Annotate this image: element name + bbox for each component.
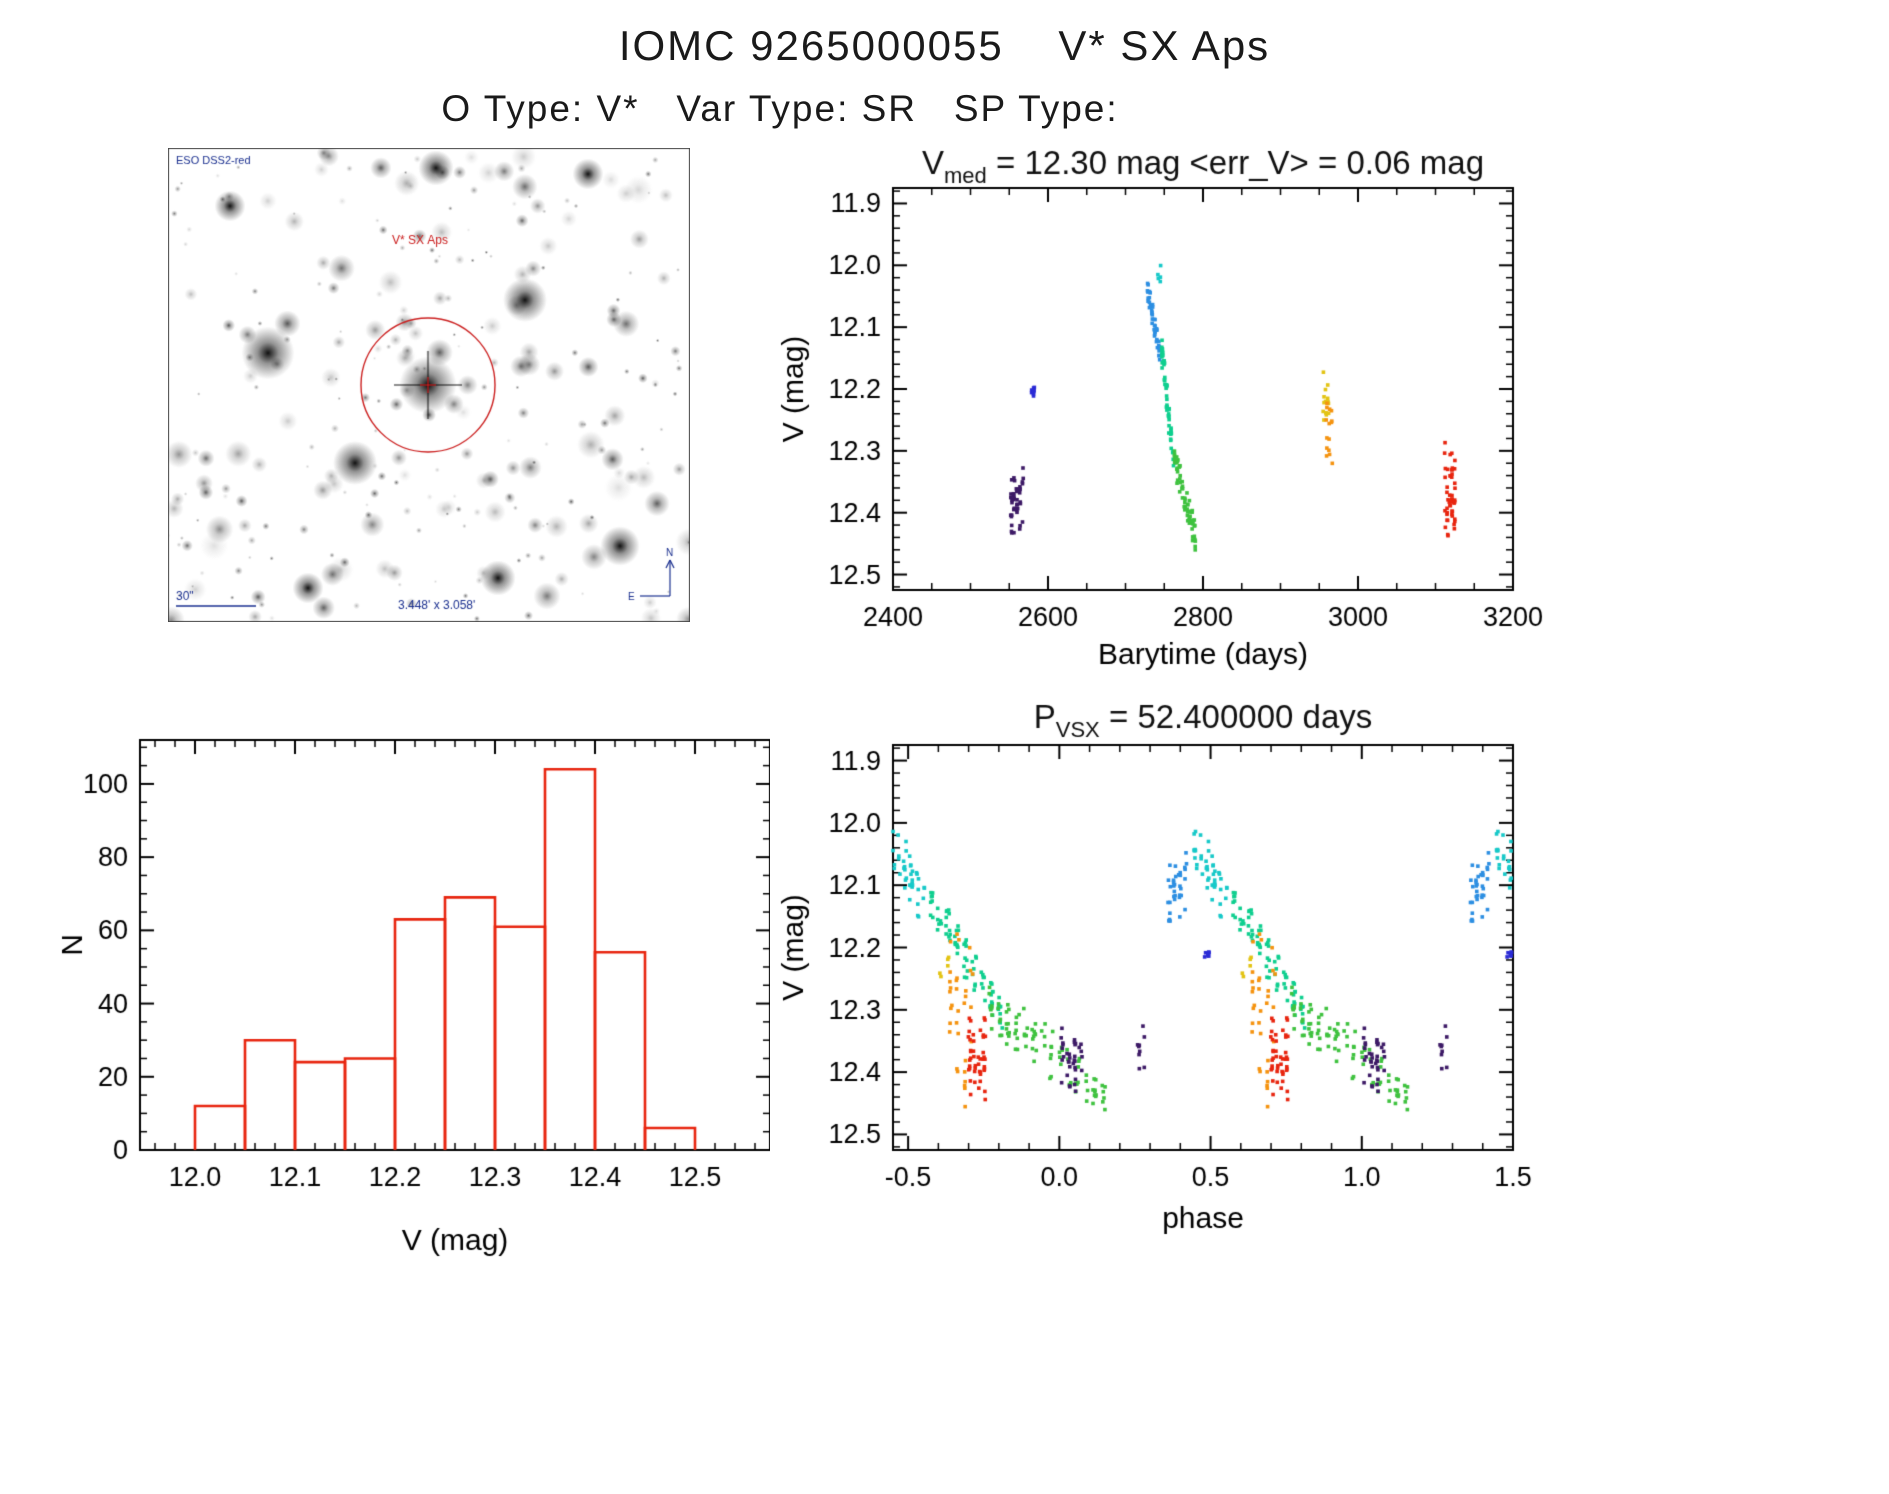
- lightcurve-plot: [770, 140, 1570, 685]
- page-subtitle: O Type: V* Var Type: SR SP Type:: [441, 88, 1119, 129]
- sky-finder-image: [168, 148, 690, 622]
- phase-folded-plot: [770, 690, 1570, 1270]
- magnitude-histogram-plot: [60, 690, 800, 1290]
- page-title: IOMC 9265000055 V* SX Aps: [618, 22, 1271, 69]
